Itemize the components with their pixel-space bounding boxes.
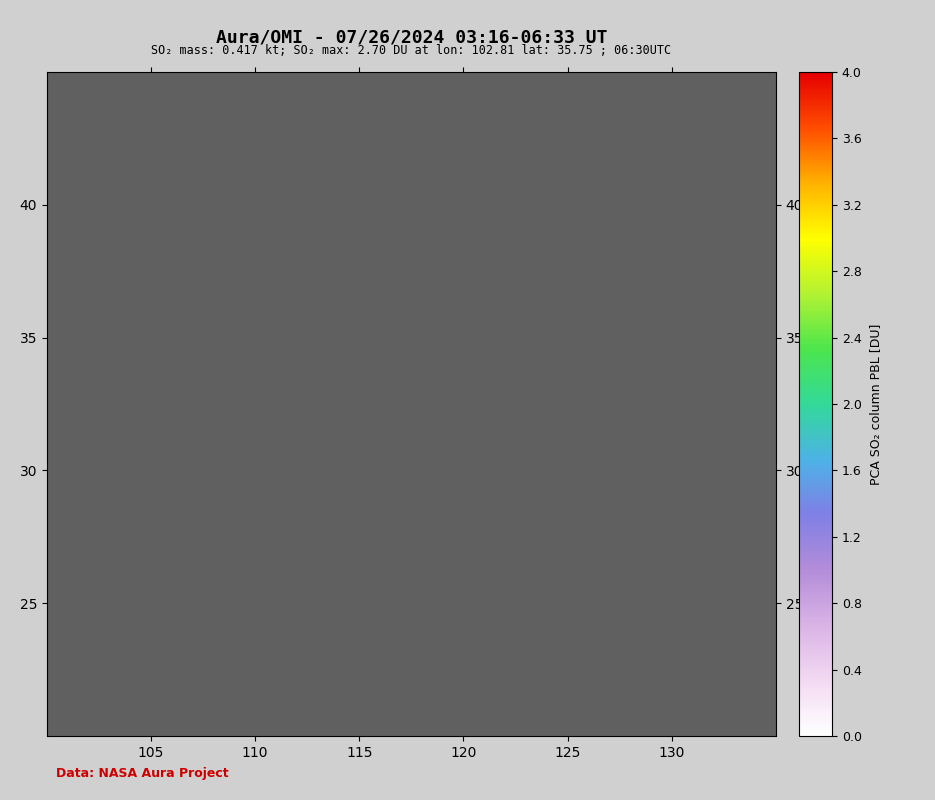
Text: Aura/OMI - 07/26/2024 03:16-06:33 UT: Aura/OMI - 07/26/2024 03:16-06:33 UT [216, 28, 607, 46]
Text: Data: NASA Aura Project: Data: NASA Aura Project [56, 767, 229, 780]
Text: SO₂ mass: 0.417 kt; SO₂ max: 2.70 DU at lon: 102.81 lat: 35.75 ; 06:30UTC: SO₂ mass: 0.417 kt; SO₂ max: 2.70 DU at … [151, 44, 671, 57]
Y-axis label: PCA SO₂ column PBL [DU]: PCA SO₂ column PBL [DU] [869, 323, 882, 485]
